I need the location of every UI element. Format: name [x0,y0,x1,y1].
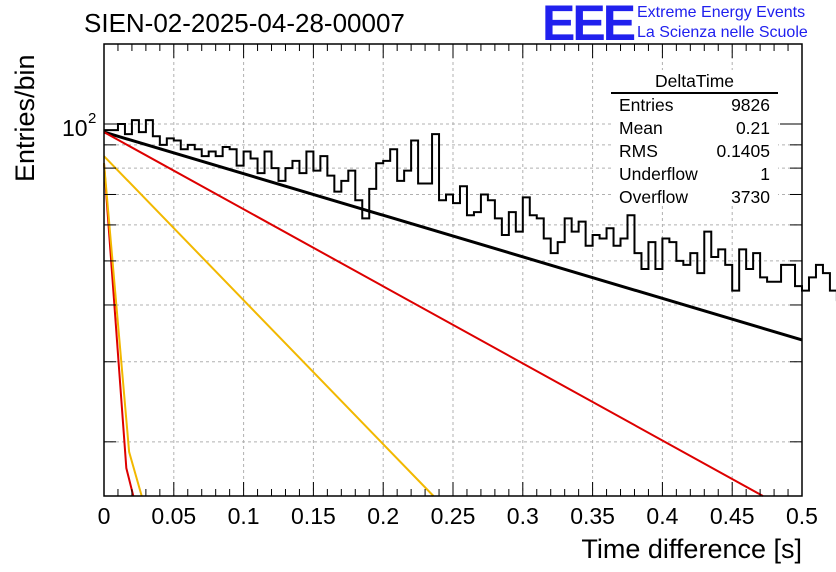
x-tick-label: 0.5 [786,503,818,529]
histogram-series [104,119,836,302]
stats-label: Overflow [619,187,689,207]
stats-title: DeltaTime [611,70,778,94]
fit-curve-total [103,130,803,342]
x-axis-label: Time difference [s] [581,534,802,564]
x-tick-label: 0.2 [367,503,399,529]
stats-row-entries: Entries 9826 [611,94,778,117]
stats-label: RMS [619,141,658,161]
x-tick-label: 0.25 [431,503,476,529]
fit-curve-orange-fast [103,163,143,497]
stats-row-underflow: Underflow 1 [611,163,778,186]
stats-row-overflow: Overflow 3730 [611,186,778,209]
x-tick-label: 0.35 [570,503,615,529]
fit-curve-orange-slow [103,155,435,497]
stats-value: 0.21 [735,118,770,138]
plot-title: SIEN-02-2025-04-28-00007 [84,8,405,38]
x-tick-label: 0.45 [710,503,755,529]
stats-box: DeltaTime Entries 9826 Mean 0.21 RMS 0.1… [611,70,778,209]
x-tick-label: 0 [98,503,111,529]
y-tick-label-exponent: 2 [88,110,96,127]
y-axis-label: Entries/bin [10,54,40,182]
stats-row-mean: Mean 0.21 [611,117,778,140]
fit-curve-red-fast [103,163,135,497]
x-tick-label: 0.05 [151,503,196,529]
stats-label: Mean [619,118,663,138]
fit-curve-red-slow [103,131,764,497]
stats-value: 9826 [731,95,770,115]
stats-value: 1 [760,164,770,184]
stats-value: 3730 [731,187,770,207]
eee-logo: EEE [542,0,636,51]
stats-value: 0.1405 [716,141,770,161]
x-tick-label: 0.3 [507,503,539,529]
stats-label: Underflow [619,164,698,184]
stats-label: Entries [619,95,674,115]
stats-row-rms: RMS 0.1405 [611,140,778,163]
y-tick-label-base: 10 [62,115,88,141]
x-tick-label: 0.1 [228,503,260,529]
logo-subtitle: Extreme Energy Events La Scienza nelle S… [637,3,808,43]
logo-subtitle-line1: Extreme Energy Events [637,4,806,21]
logo-subtitle-line2: La Scienza nelle Scuole [637,24,808,41]
x-tick-label: 0.4 [646,503,678,529]
x-tick-label: 0.15 [291,503,336,529]
